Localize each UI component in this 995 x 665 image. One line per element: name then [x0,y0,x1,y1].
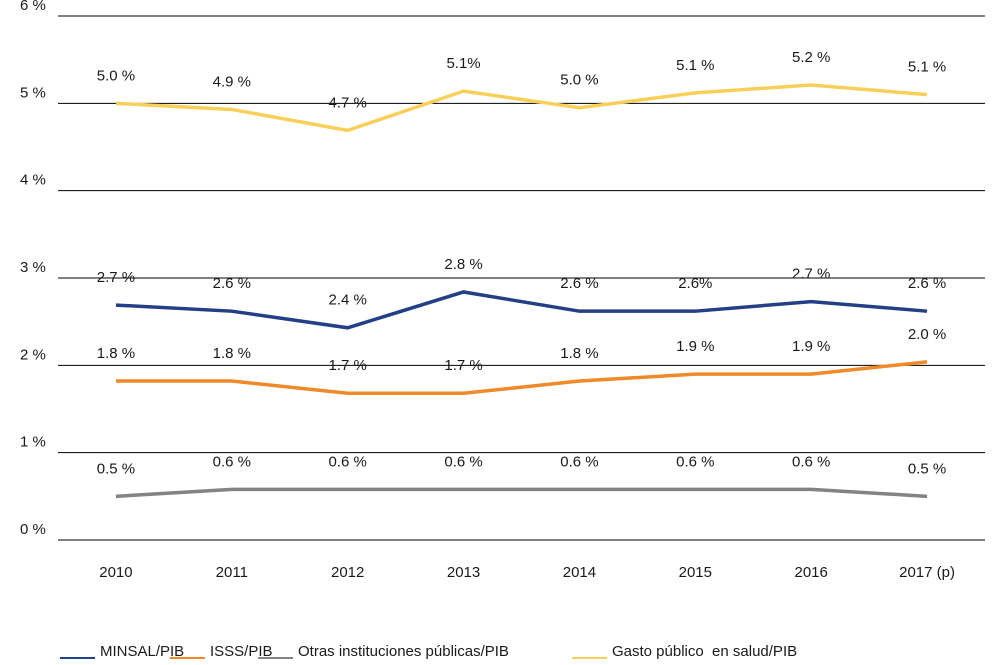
y-tick-label: 6 % [20,0,46,14]
data-label: 4.9 % [213,73,251,90]
data-label: 0.6 % [676,453,714,470]
data-label: 4.7 % [329,94,367,111]
y-tick-label: 5 % [20,84,46,101]
data-label: 2.7 % [97,269,135,286]
data-label: 5.1 % [908,59,946,76]
series-line [115,83,928,133]
x-tick-label: 2013 [447,564,480,581]
data-label: 2.7 % [792,266,830,283]
y-tick-label: 3 % [20,259,46,276]
legend-label: Gasto público en salud/PIB [612,643,797,660]
x-tick-label: 2015 [679,564,712,581]
data-label: 1.8 % [560,345,598,362]
data-label: 1.8 % [97,345,135,362]
x-tick-label: 2011 [216,564,248,581]
y-tick-label: 1 % [20,434,46,451]
data-label: 0.5 % [97,460,135,477]
legend-label: Otras instituciones públicas/PIB [298,643,509,660]
data-label: 5.1 % [676,57,714,74]
legend-label: MINSAL/PIB [100,643,184,660]
x-tick-label: 2017 (p) [899,564,955,581]
data-label: 5.0 % [97,67,135,84]
data-label: 0.6 % [560,453,598,470]
series-line [115,290,928,330]
data-label: 2.6% [678,275,712,292]
data-label: 0.6 % [444,453,482,470]
data-label: 5.2 % [792,49,830,66]
x-tick-label: 2010 [99,564,132,581]
data-label: 0.6 % [792,453,830,470]
series-line [115,360,928,396]
y-tick-label: 2 % [20,346,46,363]
data-label: 5.1% [446,55,480,72]
data-label: 2.6 % [908,275,946,292]
data-label: 2.6 % [560,275,598,292]
data-label: 1.8 % [213,345,251,362]
x-tick-label: 2014 [563,564,596,581]
data-label: 1.7 % [444,357,482,374]
x-tick-label: 2016 [795,564,828,581]
legend-label: ISSS/PIB [210,643,273,660]
data-label: 1.9 % [676,338,714,355]
data-label: 2.6 % [213,275,251,292]
y-tick-label: 0 % [20,521,46,538]
data-label: 2.4 % [329,292,367,309]
data-label: 1.7 % [329,357,367,374]
data-label: 2.8 % [444,256,482,273]
data-label: 1.9 % [792,338,830,355]
data-label: 2.0 % [908,326,946,343]
data-label: 0.6 % [213,453,251,470]
data-label: 0.5 % [908,460,946,477]
series-line [115,487,928,499]
data-label: 0.6 % [329,453,367,470]
data-label: 5.0 % [560,72,598,89]
x-tick-label: 2012 [331,564,364,581]
y-tick-label: 4 % [20,172,46,189]
